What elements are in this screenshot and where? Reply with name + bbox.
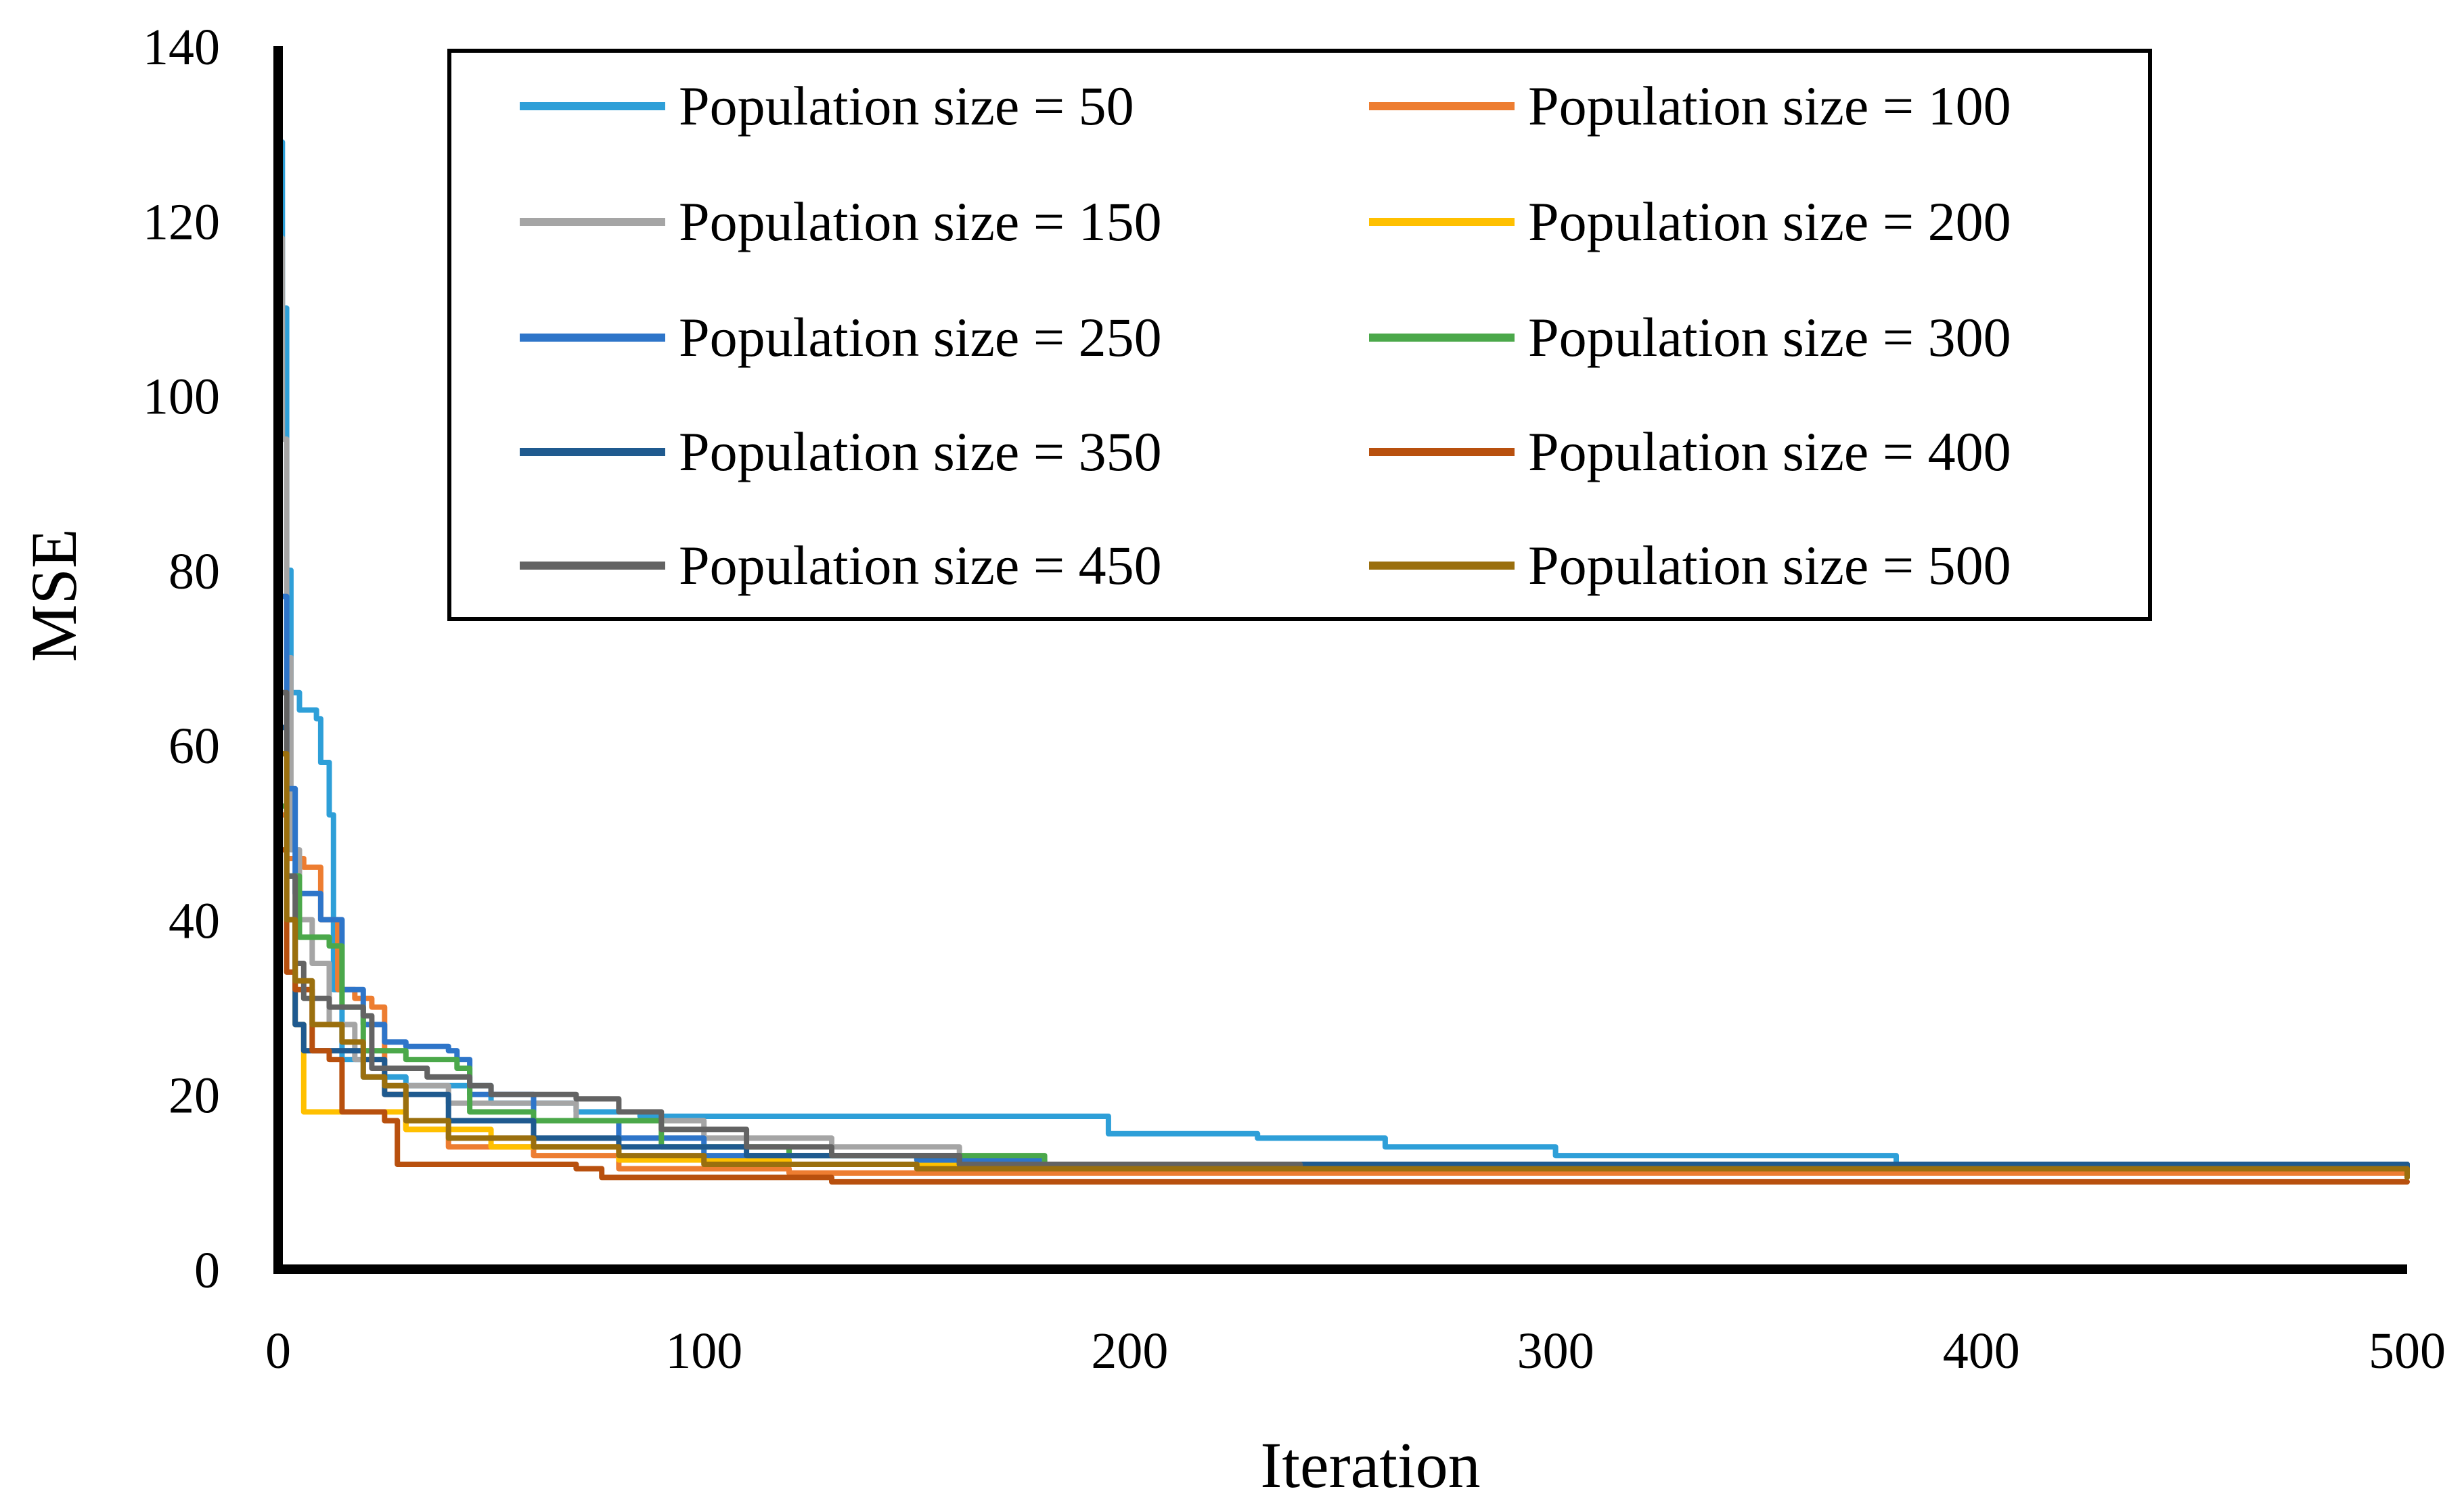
x-tick-label: 500 [2369, 1323, 2446, 1379]
legend-label-2: Population size = 100 [1528, 75, 2011, 137]
y-tick-label: 120 [143, 193, 220, 250]
y-tick-label: 0 [194, 1242, 220, 1299]
y-axis-title: MSE [18, 528, 90, 662]
legend-label-8: Population size = 400 [1528, 421, 2011, 482]
series-line-5 [275, 593, 2410, 1176]
y-tick-label: 20 [169, 1068, 220, 1124]
series-layer [275, 139, 2410, 1185]
x-tick-label: 100 [665, 1323, 742, 1379]
y-tick-label: 40 [169, 892, 220, 949]
legend-label-7: Population size = 350 [679, 421, 1162, 482]
legend-label-1: Population size = 50 [679, 75, 1134, 137]
series-line-2 [275, 812, 2410, 1181]
legend-label-6: Population size = 300 [1528, 306, 2011, 368]
x-axis-title: Iteration [1260, 1429, 1480, 1501]
x-tick-label: 0 [265, 1323, 291, 1379]
y-tick-label: 140 [143, 19, 220, 76]
series-line-7 [275, 725, 2410, 1176]
series-line-3 [275, 235, 2410, 1176]
y-tick-label: 80 [169, 543, 220, 600]
series-line-9 [275, 689, 2410, 1176]
legend-box [447, 49, 2152, 621]
legend-label-4: Population size = 200 [1528, 191, 2011, 252]
legend-label-10: Population size = 500 [1528, 534, 2011, 596]
legend-label-9: Population size = 450 [679, 534, 1162, 596]
x-tick-label: 300 [1517, 1323, 1594, 1379]
y-tick-label: 100 [143, 369, 220, 426]
legend: Population size = 50 Population size = 10… [447, 49, 2152, 621]
series-line-10 [275, 751, 2410, 1181]
axes [273, 46, 2407, 1274]
legend-label-5: Population size = 250 [679, 306, 1162, 368]
legend-label-3: Population size = 150 [679, 191, 1162, 252]
series-line-6 [275, 803, 2410, 1176]
y-tick-label: 60 [169, 718, 220, 775]
x-tick-label: 200 [1091, 1323, 1168, 1379]
tick-labels: 0 20 40 60 80 100 120 140 0 100 200 300 400 500 [143, 19, 2446, 1379]
series-line-8 [275, 847, 2410, 1185]
x-tick-label: 400 [1943, 1323, 2020, 1379]
